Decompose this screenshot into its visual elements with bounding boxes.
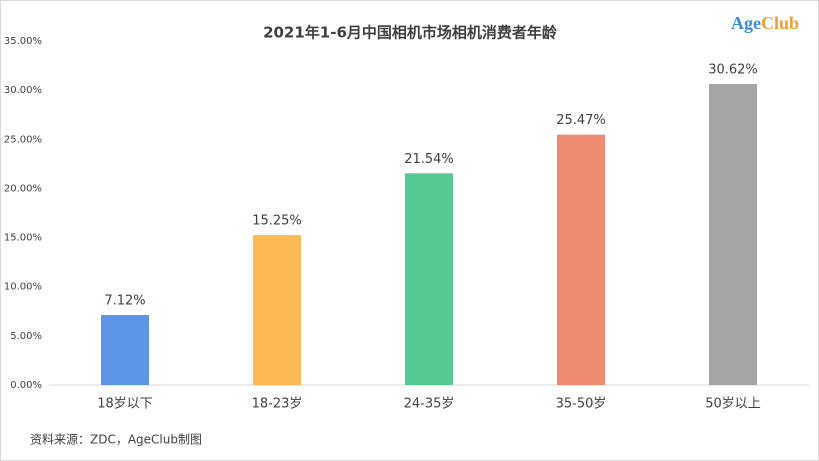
- bar: [557, 134, 605, 385]
- y-tick-label: 25.00%: [4, 134, 42, 145]
- logo: AgeClub: [731, 13, 799, 33]
- data-label: 21.54%: [404, 152, 454, 167]
- logo-part: Age: [731, 13, 761, 33]
- bar: [709, 84, 757, 386]
- chart-title: 2021年1-6月中国相机市场相机消费者年龄: [263, 24, 558, 42]
- y-tick-label: 20.00%: [4, 183, 42, 194]
- x-tick-label: 35-50岁: [556, 397, 607, 412]
- y-tick-label: 10.00%: [4, 282, 42, 293]
- y-tick-label: 30.00%: [4, 85, 42, 96]
- y-tick-label: 5.00%: [10, 331, 42, 342]
- data-label: 30.62%: [708, 63, 758, 78]
- x-tick-label: 18-23岁: [252, 397, 303, 412]
- source-note: 资料来源：ZDC，AgeClub制图: [30, 433, 202, 447]
- x-tick-label: 24-35岁: [404, 397, 455, 412]
- y-tick-label: 15.00%: [4, 233, 42, 244]
- x-tick-label: 18岁以下: [97, 397, 153, 412]
- bar: [405, 173, 453, 385]
- x-tick-label: 50岁以上: [705, 397, 761, 412]
- data-label: 15.25%: [252, 214, 302, 229]
- logo-part: Club: [761, 13, 799, 33]
- y-tick-label: 0.00%: [10, 380, 42, 391]
- bar: [253, 235, 301, 385]
- y-tick-label: 35.00%: [4, 36, 42, 47]
- bar: [101, 315, 149, 385]
- data-label: 7.12%: [104, 294, 145, 309]
- data-label: 25.47%: [556, 113, 606, 128]
